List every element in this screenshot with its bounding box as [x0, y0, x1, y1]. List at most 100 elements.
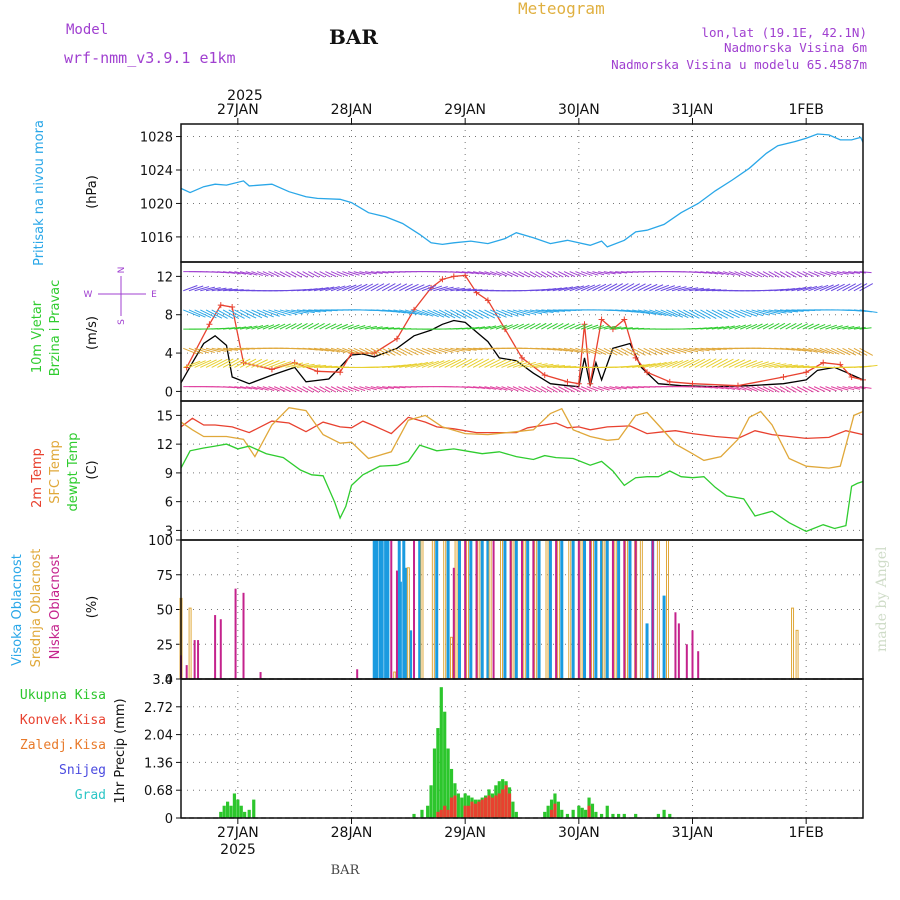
cloud-bar	[480, 540, 484, 679]
wind-gust-marker	[803, 369, 810, 376]
wind-gust-marker	[598, 316, 605, 323]
wind-arrow	[205, 309, 223, 319]
wind-arrow	[325, 386, 337, 393]
wind-arrow	[546, 386, 558, 393]
wind-arrow	[376, 283, 390, 292]
cloud-bar	[537, 540, 541, 679]
wind-arrow	[330, 386, 343, 393]
precip-bar	[656, 813, 660, 818]
wind-arrow	[796, 323, 808, 330]
wind-arrow	[188, 360, 206, 368]
wind-arrow	[484, 358, 501, 368]
wind-arrow	[774, 309, 793, 313]
wind-arrow	[569, 323, 581, 330]
wind-arrow	[188, 285, 204, 292]
bottom-date-tick-label: 28JAN	[331, 825, 373, 841]
wind-arrow	[643, 283, 658, 292]
wind-arrow	[836, 283, 851, 292]
wind-arrow	[325, 347, 340, 353]
wind-arrow	[489, 359, 507, 368]
wind-arrow	[461, 271, 474, 274]
wind-arrow	[825, 271, 838, 276]
wind-arrow	[728, 324, 741, 330]
wind-arrow	[234, 309, 251, 319]
wind-arrow	[700, 327, 713, 330]
wind-arrow	[615, 386, 628, 390]
wind-arrow	[700, 347, 716, 351]
wind-arrow	[615, 271, 628, 274]
wind-arrow	[563, 386, 575, 393]
wind-arrow	[387, 347, 402, 356]
wind-arrow	[495, 309, 513, 318]
wind-arrow	[399, 363, 417, 368]
wind-gust-marker	[439, 276, 446, 283]
wind-arrow	[490, 324, 502, 330]
cloud-bar	[259, 672, 262, 679]
wind-arrow	[455, 358, 473, 368]
wind-arrow	[296, 271, 308, 278]
wind-arrow	[319, 323, 331, 330]
wind-arrow	[359, 386, 372, 391]
compass-rose: N W E S	[84, 267, 158, 325]
wind-arrow	[813, 323, 826, 330]
wind-arrow	[461, 358, 478, 368]
precip-bar	[587, 805, 591, 818]
wind-arrow	[313, 347, 329, 352]
cloud-ytick-label: 100	[148, 534, 173, 549]
wind-arrow	[740, 360, 758, 368]
wind-arrow	[342, 271, 354, 277]
wind-arrow	[620, 327, 633, 330]
wind-gust-marker	[393, 335, 400, 342]
wind-arrow	[302, 271, 314, 278]
wind-arrow	[751, 309, 770, 316]
temperature-ytick-label: 3	[165, 524, 173, 539]
wind-arrow	[541, 309, 560, 313]
footer-station: BAR	[331, 863, 361, 878]
wind-arrow	[296, 386, 308, 393]
wind-arrow	[706, 271, 719, 275]
wind-arrow	[796, 347, 812, 353]
wind-arrow	[836, 347, 851, 356]
wind-arrow	[393, 386, 406, 389]
wind-arrow	[654, 284, 670, 292]
wind-arrow	[359, 347, 374, 356]
wind-arrow	[620, 271, 633, 274]
wind-arrow	[597, 347, 612, 356]
wind-arrow	[711, 326, 724, 330]
wind-arrow	[740, 271, 752, 277]
top-year: 2025	[227, 88, 263, 104]
cloud-bar	[409, 630, 413, 679]
wind-arrow	[552, 386, 564, 393]
wind-arrow	[222, 358, 240, 368]
wind-arrow	[723, 325, 735, 330]
precip-bar	[571, 809, 575, 818]
wind-arrow	[302, 364, 321, 368]
precip-bar	[590, 803, 595, 818]
wind-gust-marker	[501, 326, 508, 333]
wind-arrow	[336, 271, 349, 277]
wind-arrow	[859, 271, 872, 274]
wind-arrow	[751, 386, 763, 392]
wind-arrow	[518, 323, 530, 330]
wind-arrow	[592, 386, 604, 392]
precip-bar	[543, 811, 547, 818]
cloud-bar	[568, 539, 572, 680]
wind-arrow	[575, 284, 590, 292]
wind-arrow	[325, 323, 337, 330]
wind-arrow	[467, 358, 484, 368]
precip-bar	[662, 809, 666, 818]
cloud-bar	[390, 540, 393, 679]
wind-arrow	[626, 327, 639, 330]
wind-arrow	[222, 327, 236, 330]
wind-arrow	[654, 361, 673, 368]
precip-bar	[229, 805, 233, 818]
wind-arrow	[632, 386, 645, 389]
wind-arrow	[228, 326, 241, 330]
wind-arrow	[848, 386, 861, 390]
wind-arrow	[211, 347, 227, 352]
wind-arrow	[387, 327, 400, 330]
wind-arrow	[421, 309, 439, 318]
wind-arrow	[740, 386, 752, 392]
wind-arrow	[291, 323, 303, 330]
